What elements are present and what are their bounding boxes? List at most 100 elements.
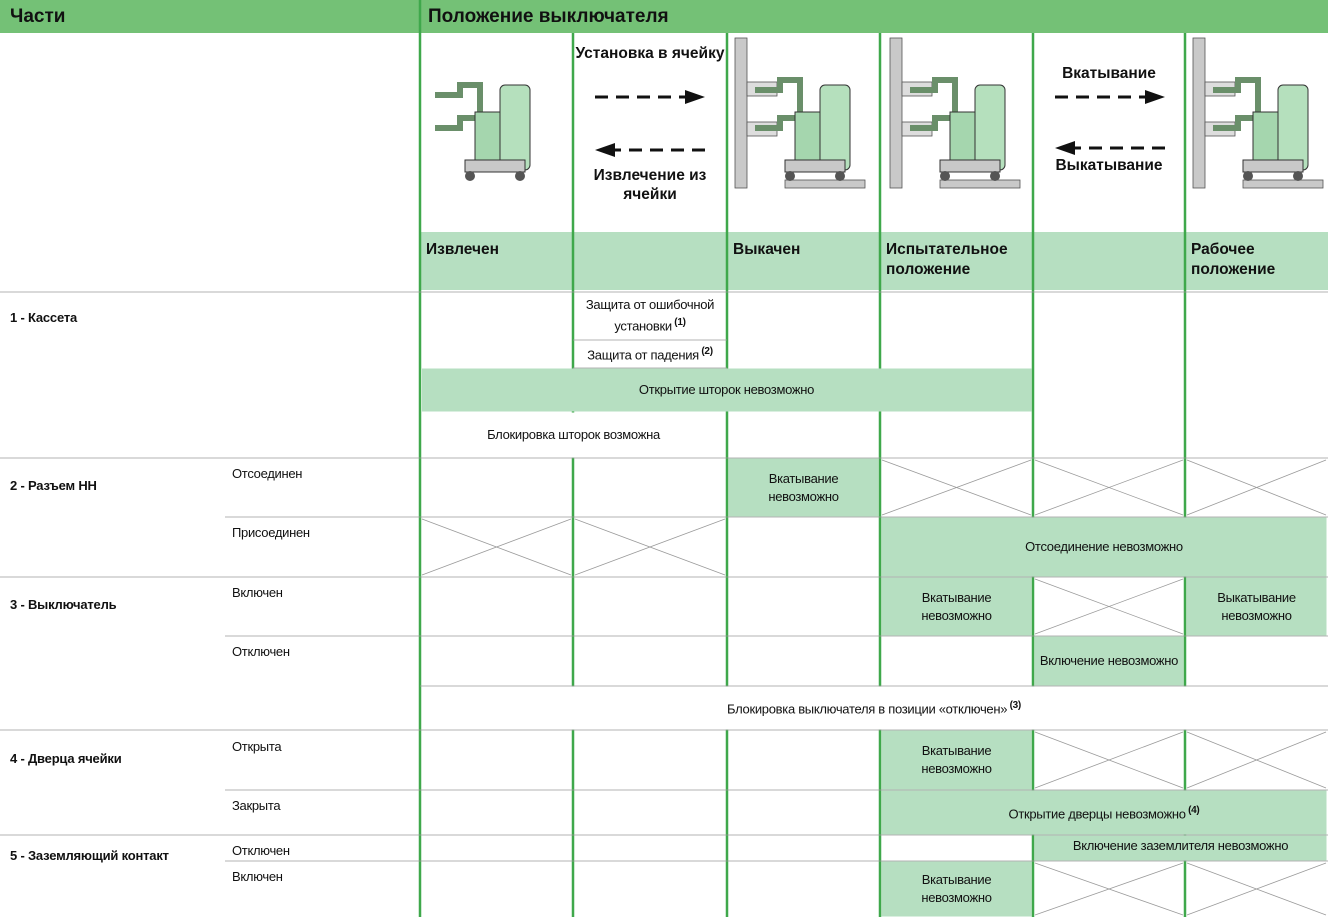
cassette-frame — [889, 37, 903, 189]
white-cell — [422, 686, 1327, 730]
part-label: 5 - Заземляющий контакт — [10, 848, 169, 863]
breaker-base — [464, 159, 526, 173]
cell: Выкатывание невозможно — [1185, 577, 1328, 636]
cross-line — [1034, 459, 1184, 516]
breaker-base — [784, 159, 846, 173]
breaker-arm — [755, 77, 803, 131]
state-label: Открыта — [232, 739, 282, 754]
cell-text: Вкатывание невозможно — [768, 470, 839, 504]
position-label: Выкачен — [733, 241, 801, 258]
green-cell — [1034, 835, 1327, 861]
cell-text: Открытие дверцы невозможно (4) — [1008, 804, 1200, 822]
footnote-ref: (3) — [1007, 700, 1022, 712]
breaker-pole — [499, 84, 531, 171]
cassette-frame — [734, 37, 748, 189]
footnote-ref: (1) — [671, 317, 686, 329]
green-cell — [881, 790, 1327, 835]
cell-text: Выкатывание невозможно — [1217, 589, 1296, 623]
cell-text: Блокировка выключателя в позиции «отключ… — [727, 700, 1022, 717]
part-label: 4 - Дверца ячейки — [10, 751, 122, 766]
state-label: Закрыта — [232, 798, 281, 813]
arrow-backward-head — [595, 143, 615, 157]
header-bar — [0, 0, 1328, 33]
footnote-ref: (2) — [698, 346, 713, 358]
state-label: Отключен — [232, 843, 290, 858]
cell-text: Отсоединение невозможно — [1025, 539, 1183, 554]
green-cell — [881, 861, 1032, 917]
state-label: Включен — [232, 869, 283, 884]
breaker-pole — [1277, 84, 1309, 171]
green-cell — [728, 458, 879, 517]
cross-line — [1186, 862, 1327, 916]
breaker-wheel — [1243, 171, 1253, 181]
cell: Блокировка выключателя в позиции «отключ… — [420, 686, 1328, 730]
white-cell — [574, 340, 726, 368]
part-label: 3 - Выключатель — [10, 597, 117, 612]
breaker-wheel — [1293, 171, 1303, 181]
cross-line — [1034, 731, 1184, 789]
breaker-wheel — [835, 171, 845, 181]
cell-text: Блокировка шторок возможна — [487, 427, 660, 442]
green-cell — [881, 577, 1032, 636]
transition-forward: Установка в ячейку — [575, 45, 725, 62]
cross-line — [1034, 862, 1184, 916]
arrow-forward-head — [685, 90, 705, 104]
green-cell — [881, 517, 1327, 577]
part-label: 2 - Разъем НН — [10, 478, 97, 493]
cross-line — [1186, 731, 1327, 789]
position-row — [420, 232, 1328, 290]
breaker-pole — [974, 84, 1006, 171]
state-label: Отсоединен — [232, 466, 303, 481]
breaker-wheel — [785, 171, 795, 181]
cross-line — [574, 518, 726, 576]
cross-line — [1186, 459, 1327, 516]
state-label: Отключен — [232, 644, 290, 659]
arrow-forward-head — [1145, 90, 1165, 104]
footnote-ref: (4) — [1185, 804, 1200, 816]
breaker-wheel — [515, 171, 525, 181]
header-parts: Части — [10, 6, 66, 27]
cell: Вкатывание невозможно — [727, 458, 880, 517]
cassette-frame — [1242, 179, 1324, 189]
cross-line — [1034, 578, 1184, 635]
green-cell — [881, 730, 1032, 790]
cell: Вкатывание невозможно — [880, 730, 1033, 790]
breaker-pole — [819, 84, 851, 171]
breaker-arm — [910, 77, 958, 131]
state-label: Включен — [232, 585, 283, 600]
breaker-base — [939, 159, 1001, 173]
position-label: Извлечен — [426, 241, 500, 258]
green-cell — [1034, 636, 1184, 686]
state-label: Присоединен — [232, 525, 310, 540]
position-label: Рабочее положение — [1191, 241, 1276, 278]
cassette-frame — [784, 179, 866, 189]
cell-text: Вкатывание невозможно — [921, 872, 992, 905]
cell: Защита от ошибочной установки (1) — [573, 292, 727, 340]
cell: Открытие дверцы невозможно (4) — [880, 790, 1328, 835]
cell: Включение заземлителя невозможно — [1033, 835, 1328, 861]
breaker-arm — [435, 82, 483, 131]
cell-text: Открытие шторок невозможно — [638, 382, 815, 397]
cell: Открытие шторок невозможно — [420, 368, 1033, 412]
cell-text: Включение заземлителя невозможно — [1072, 838, 1289, 853]
part-label: 1 - Кассета — [10, 310, 78, 325]
cell: Отсоединение невозможно — [880, 517, 1328, 577]
cell-text: Вкатывание невозможно — [921, 743, 992, 776]
white-cell — [574, 292, 726, 340]
cell: Включение невозможно — [1033, 636, 1185, 686]
transition-backward: Выкатывание — [1055, 157, 1163, 174]
cell: Блокировка шторок возможна — [420, 412, 727, 458]
breaker-wheel — [990, 171, 1000, 181]
cassette-frame — [1192, 37, 1206, 189]
arrow-backward-head — [1055, 141, 1075, 155]
transition-forward: Вкатывание — [1062, 65, 1156, 82]
cross-line — [881, 459, 1032, 516]
breaker-wheel — [465, 171, 475, 181]
breaker-base — [1242, 159, 1304, 173]
cross-line — [421, 518, 572, 576]
header-position: Положение выключателя — [428, 6, 669, 27]
position-label: Испытательное положение — [886, 241, 1008, 278]
breaker-wheel — [940, 171, 950, 181]
cell-text: Включение невозможно — [1039, 653, 1179, 668]
